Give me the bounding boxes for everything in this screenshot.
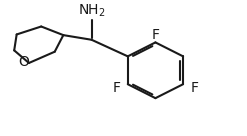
Text: F: F bbox=[113, 81, 121, 95]
Text: O: O bbox=[18, 55, 29, 69]
Text: F: F bbox=[190, 81, 198, 95]
Text: NH$_2$: NH$_2$ bbox=[78, 2, 105, 19]
Text: F: F bbox=[151, 28, 159, 42]
